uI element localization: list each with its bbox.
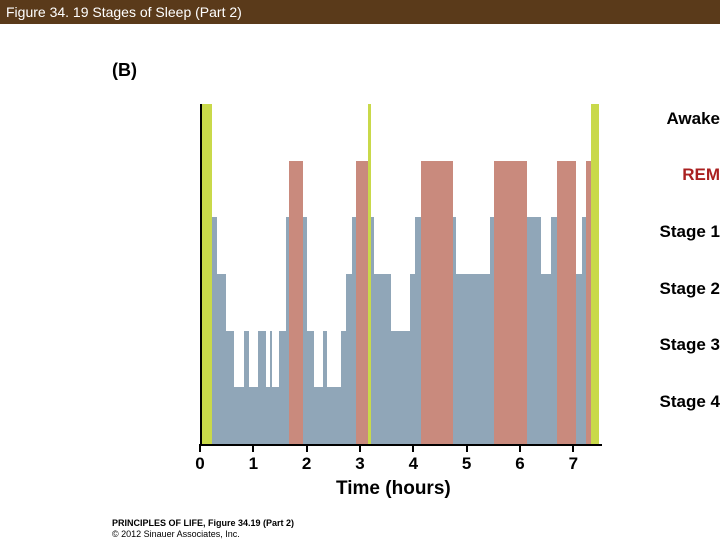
x-tick-label: 3 <box>355 454 364 474</box>
x-tick-label: 1 <box>249 454 258 474</box>
x-tick <box>466 444 468 452</box>
x-tick <box>412 444 414 452</box>
panel-label: (B) <box>112 60 137 81</box>
segment-bar <box>205 104 212 444</box>
x-tick-label: 0 <box>195 454 204 474</box>
x-tick <box>306 444 308 452</box>
segment-bar <box>289 161 303 444</box>
x-tick <box>519 444 521 452</box>
segment-bar <box>217 274 226 444</box>
x-tick-label: 7 <box>569 454 578 474</box>
x-tick <box>359 444 361 452</box>
segment-bar <box>272 387 279 444</box>
segment-bar <box>226 331 234 444</box>
panel-label-text: (B) <box>112 60 137 80</box>
segment-bar <box>494 161 527 444</box>
x-tick <box>572 444 574 452</box>
credit-block: PRINCIPLES OF LIFE, Figure 34.19 (Part 2… <box>112 518 294 540</box>
segment-bar <box>307 331 314 444</box>
segment-bar <box>249 387 258 444</box>
chart-plot-area <box>200 104 602 446</box>
segment-bar <box>314 387 323 444</box>
x-tick <box>199 444 201 452</box>
segment-bar <box>374 274 392 444</box>
x-tick-label: 6 <box>515 454 524 474</box>
x-tick-label: 2 <box>302 454 311 474</box>
x-axis-title: Time (hours) <box>336 478 451 500</box>
segment-bar <box>456 274 490 444</box>
segment-bar <box>591 104 599 444</box>
credit-line-2: © 2012 Sinauer Associates, Inc. <box>112 529 240 539</box>
title-text: Figure 34. 19 Stages of Sleep (Part 2) <box>6 4 242 20</box>
segment-bar <box>557 161 577 444</box>
x-tick-label: 4 <box>409 454 418 474</box>
segment-bar <box>391 331 410 444</box>
segment-bar <box>356 161 369 444</box>
title-bar: Figure 34. 19 Stages of Sleep (Part 2) <box>0 0 720 24</box>
segment-bar <box>279 331 286 444</box>
x-tick-label: 5 <box>462 454 471 474</box>
figure-container: (B) AwakeREMStage 1Stage 2Stage 3Stage 4… <box>0 24 720 540</box>
credit-line-1: PRINCIPLES OF LIFE, Figure 34.19 (Part 2… <box>112 518 294 528</box>
x-axis-title-text: Time (hours) <box>336 478 451 499</box>
segment-bar <box>327 387 341 444</box>
segment-bar <box>541 274 552 444</box>
segment-bar <box>421 161 453 444</box>
x-tick <box>252 444 254 452</box>
segment-bar <box>527 217 540 444</box>
segment-bar <box>234 387 244 444</box>
segment-bar <box>258 331 266 444</box>
